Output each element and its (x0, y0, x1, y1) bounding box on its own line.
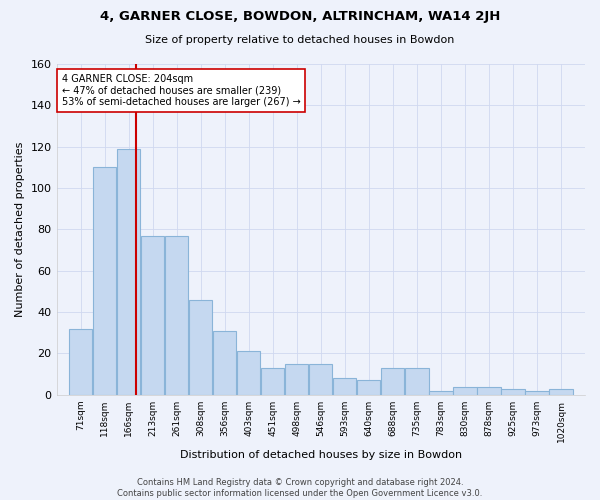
Bar (285, 364, 308, 395)
X-axis label: Distribution of detached houses by size in Bowdon: Distribution of detached houses by size … (180, 450, 462, 460)
Bar (501, 388, 524, 395)
Text: Size of property relative to detached houses in Bowdon: Size of property relative to detached ho… (145, 35, 455, 45)
Bar (93, 168, 116, 395)
Bar (453, 386, 476, 395)
Bar (526, 390, 548, 395)
Bar (69, 328, 92, 395)
Text: Contains HM Land Registry data © Crown copyright and database right 2024.
Contai: Contains HM Land Registry data © Crown c… (118, 478, 482, 498)
Bar (213, 330, 236, 395)
Bar (333, 378, 356, 395)
Bar (357, 380, 380, 395)
Y-axis label: Number of detached properties: Number of detached properties (15, 142, 25, 317)
Bar (477, 386, 500, 395)
Text: 4, GARNER CLOSE, BOWDON, ALTRINCHAM, WA14 2JH: 4, GARNER CLOSE, BOWDON, ALTRINCHAM, WA1… (100, 10, 500, 23)
Bar (117, 149, 140, 395)
Bar (237, 352, 260, 395)
Bar (309, 364, 332, 395)
Bar (550, 388, 572, 395)
Bar (429, 390, 452, 395)
Bar (141, 236, 164, 395)
Text: 4 GARNER CLOSE: 204sqm
← 47% of detached houses are smaller (239)
53% of semi-de: 4 GARNER CLOSE: 204sqm ← 47% of detached… (62, 74, 301, 107)
Bar (405, 368, 428, 395)
Bar (189, 300, 212, 395)
Bar (381, 368, 404, 395)
Bar (165, 236, 188, 395)
Bar (261, 368, 284, 395)
